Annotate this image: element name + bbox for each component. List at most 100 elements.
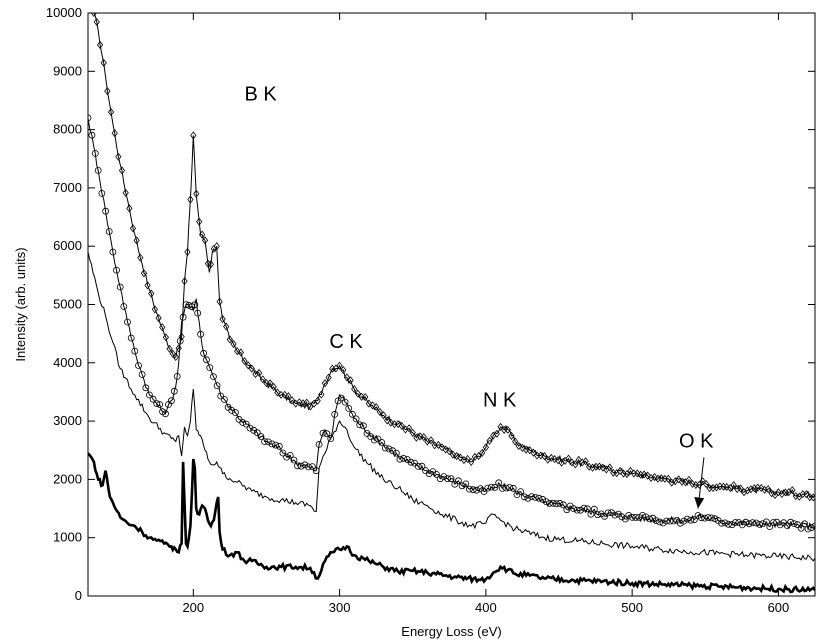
arrowhead [694,497,705,509]
x-tick-label: 200 [182,600,204,615]
data-point [572,460,579,469]
data-point [272,441,280,449]
data-point [345,404,353,412]
data-point [194,309,202,317]
data-point [303,398,310,407]
data-point [737,484,744,493]
y-tick-label: 4000 [53,355,82,370]
data-point [217,392,225,400]
data-point [632,514,639,521]
data-point [789,486,796,495]
data-point [242,420,250,428]
data-point [435,440,442,449]
data-point [749,519,756,526]
data-point [768,489,775,498]
data-point [765,485,772,494]
data-point [752,519,760,527]
data-point [234,347,241,356]
data-point [120,303,128,310]
y-tick-label: 1000 [53,530,82,545]
data-point [442,445,449,454]
data-point [484,484,492,492]
data-point [292,399,299,408]
data-point [275,442,283,450]
data-point [668,478,675,487]
data-point [508,431,515,440]
data-point [594,511,602,519]
data-point [711,515,719,523]
y-tick-label: 5000 [53,297,82,312]
data-point [766,523,774,530]
data-point [104,87,111,96]
series-1 [90,13,815,502]
x-tick-label: 500 [621,600,643,615]
data-point [315,440,323,448]
data-point [341,398,349,406]
data-point [148,289,155,298]
data-point [520,493,528,501]
data-point [137,253,144,262]
data-point [153,400,161,408]
data-point [625,512,633,519]
data-point [407,458,415,466]
data-point [495,479,503,487]
data-point [167,397,175,405]
data-point [713,483,720,492]
data-point [623,469,631,479]
data-point [708,514,715,522]
data-point [170,387,178,395]
edge-label-c-k: C K [329,331,363,353]
data-point [138,371,146,378]
data-point [556,499,564,507]
data-point [519,443,526,452]
data-point [178,332,185,341]
data-point [506,484,514,491]
data-point [392,449,400,457]
data-point [628,513,636,521]
axis-ticks: 200 300 400 500 6000100020003000400050006000… [46,5,815,615]
data-point [728,521,736,529]
data-point [522,445,530,454]
y-tick-label: 8000 [53,122,82,137]
data-point [570,505,577,513]
y-tick-label: 7000 [53,180,82,195]
data-point [395,419,402,429]
data-point [259,375,266,384]
data-point [586,462,593,471]
data-point [314,396,321,405]
data-point [327,435,335,443]
data-point [149,395,157,403]
data-point [553,500,560,508]
data-point [325,373,332,382]
data-point [446,447,453,456]
data-point [742,518,750,526]
data-point [449,450,457,459]
data-point [257,433,265,440]
data-point [433,470,440,478]
data-point [498,484,506,492]
data-point [641,470,648,479]
edge-label-b-k: B K [245,83,278,105]
data-point [539,495,546,503]
data-point [769,519,777,526]
series-2-markers [88,114,815,533]
data-point [348,410,356,418]
data-point [374,435,382,443]
data-point [579,458,586,467]
data-point [479,448,486,457]
data-point [551,455,558,464]
data-point [790,520,798,527]
data-point [166,344,173,353]
data-point [337,394,345,402]
data-point [405,424,413,433]
data-point [105,228,113,235]
data-point [216,297,223,306]
data-point [248,364,255,373]
data-point [156,401,164,408]
data-point [541,452,548,461]
data-point [651,472,658,482]
data-point [193,189,200,198]
data-point [365,399,372,408]
